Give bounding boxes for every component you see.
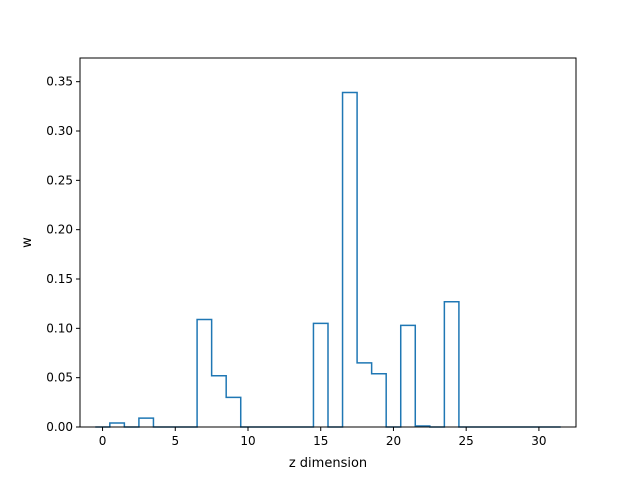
x-axis-label: z dimension: [289, 456, 367, 471]
x-tick-label: 30: [531, 434, 546, 448]
y-tick-label: 0.05: [46, 371, 73, 385]
x-axis-ticks: 0 5 10 15 20 25 30: [99, 427, 547, 448]
y-tick-label: 0.20: [46, 223, 73, 237]
plot-frame: [79, 57, 577, 428]
y-tick-label: 0.35: [46, 75, 73, 89]
x-tick-label: 20: [386, 434, 401, 448]
x-tick-label: 5: [171, 434, 179, 448]
y-axis-label: w: [20, 237, 35, 248]
y-tick-label: 0.10: [46, 321, 73, 335]
x-tick-label: 15: [313, 434, 328, 448]
y-axis-ticks: 0.00 0.05 0.10 0.15 0.20 0.25 0.30 0.35: [46, 75, 80, 434]
y-tick-label: 0.15: [46, 272, 73, 286]
y-tick-label: 0.25: [46, 173, 73, 187]
x-tick-label: 25: [459, 434, 474, 448]
y-tick-label: 0.00: [46, 420, 73, 434]
x-tick-label: 0: [99, 434, 107, 448]
x-tick-label: 10: [240, 434, 255, 448]
y-tick-label: 0.30: [46, 124, 73, 138]
